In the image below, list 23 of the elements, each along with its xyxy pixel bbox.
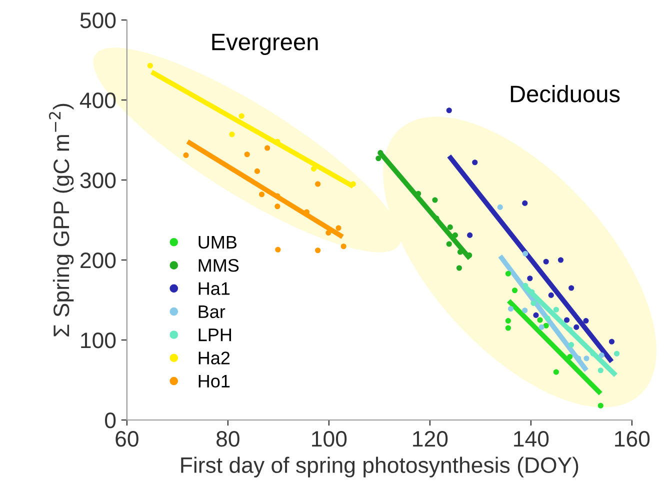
y-tick-label: 0: [105, 412, 116, 428]
x-axis-title: First day of spring photosynthesis (DOY): [181, 456, 578, 478]
legend-label: Ho1: [198, 374, 230, 388]
legend-label: MMS: [198, 259, 239, 272]
x-tick-label: 100: [312, 431, 347, 447]
x-tick-label: 160: [615, 431, 650, 447]
x-tick-label: 60: [116, 431, 138, 447]
x-tick-label: 140: [514, 431, 549, 447]
legend-label: LPH: [198, 328, 231, 342]
annotation: Deciduous: [510, 84, 620, 102]
y-tick-label: 300: [80, 172, 116, 188]
annotation: Evergreen: [212, 34, 318, 56]
legend-label: Bar: [198, 305, 226, 318]
legend-label: Ha1: [198, 282, 230, 295]
x-tick-label: 120: [413, 431, 448, 447]
y-tick-label: 100: [81, 332, 116, 348]
y-tick-label: 200: [80, 252, 116, 268]
y-tick-label: 500: [80, 12, 116, 28]
y-axis-title: Σ Spring GPP (gC m$^{−2}$): [48, 104, 74, 336]
legend-label: Ha2: [198, 352, 230, 364]
x-tick-label: 80: [216, 431, 240, 447]
legend-label: UMB: [198, 236, 237, 249]
y-tick-label: 400: [80, 92, 116, 108]
